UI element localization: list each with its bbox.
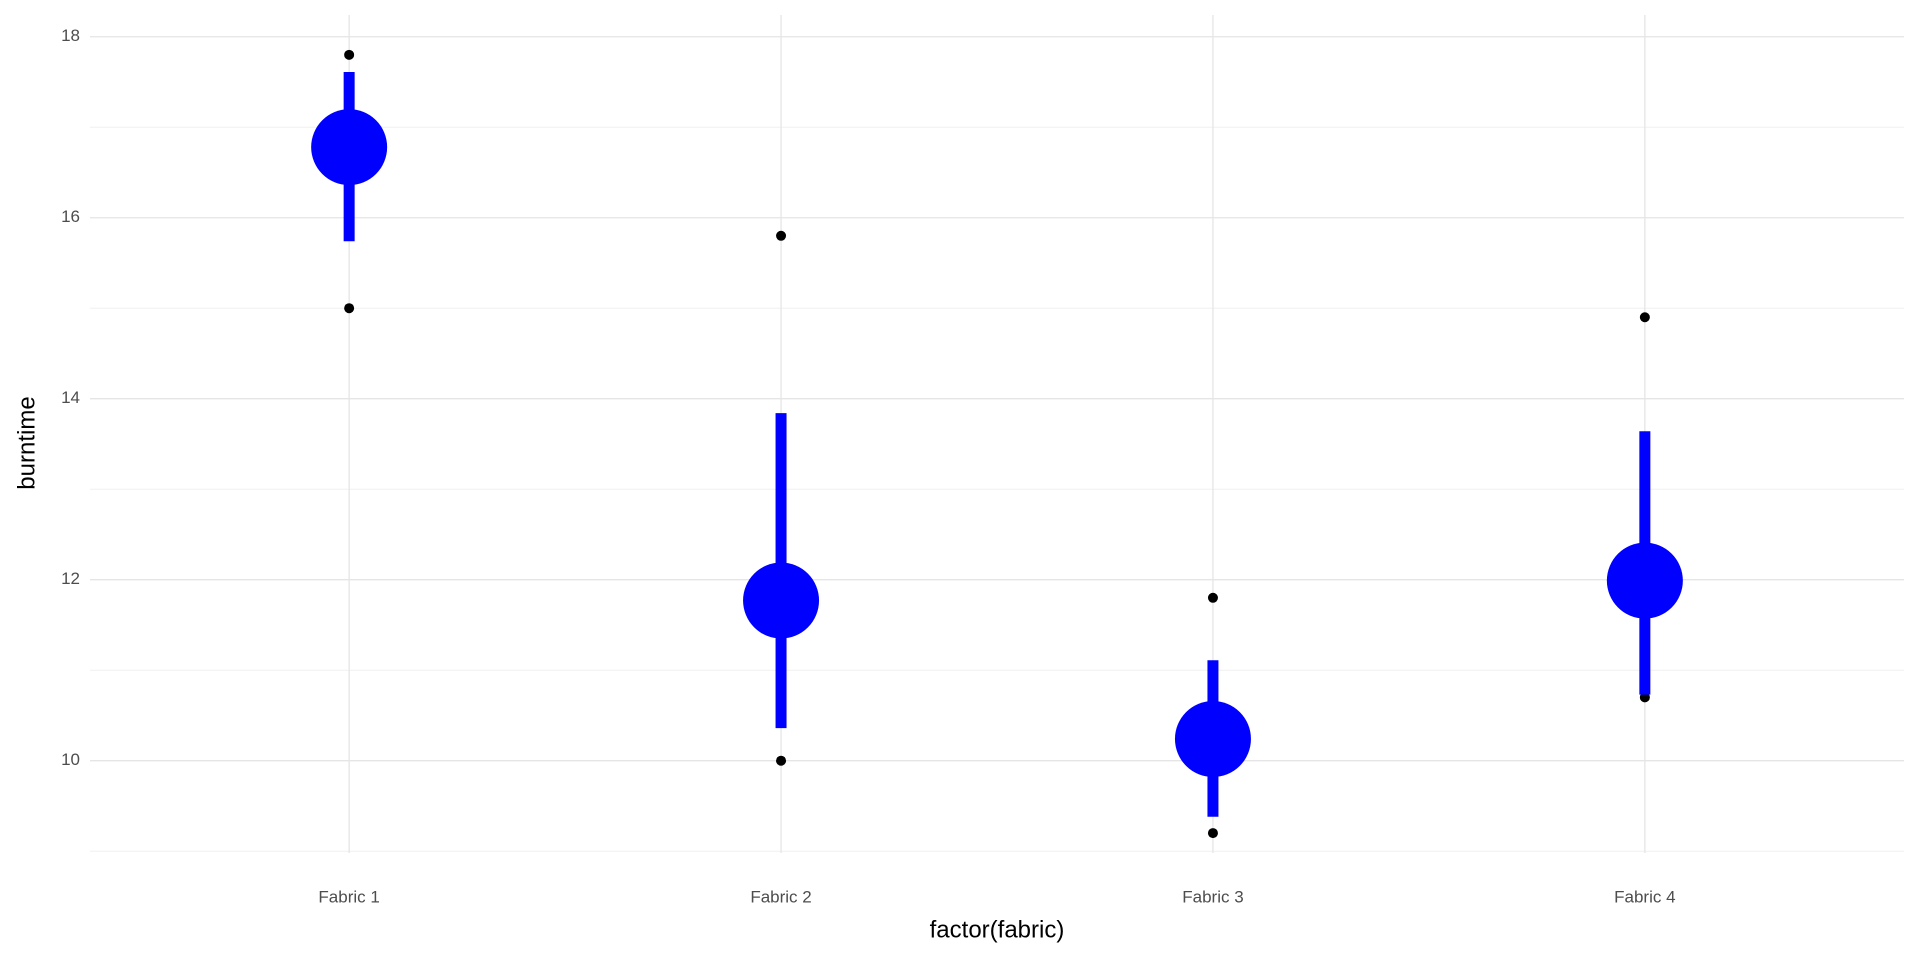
data-point: [344, 303, 355, 314]
y-tick-label: 12: [61, 569, 80, 588]
data-point: [1207, 828, 1218, 839]
mean-point: [1174, 700, 1251, 777]
data-point: [776, 755, 787, 766]
x-axis-title: factor(fabric): [930, 916, 1065, 943]
y-axis-title: burntime: [13, 396, 40, 489]
y-tick-label: 18: [61, 26, 80, 45]
data-point: [344, 49, 355, 60]
y-tick-label: 14: [61, 388, 80, 407]
x-tick-label: Fabric 3: [1182, 887, 1243, 906]
data-point: [1207, 592, 1218, 603]
data-point: [1639, 312, 1650, 323]
x-tick-label: Fabric 2: [750, 887, 811, 906]
data-point: [1639, 692, 1650, 703]
x-tick-label: Fabric 1: [318, 887, 379, 906]
data-point: [776, 230, 787, 241]
mean-point: [1606, 542, 1683, 619]
mean-point: [743, 562, 820, 639]
mean-point: [311, 109, 388, 186]
y-tick-label: 10: [61, 750, 80, 769]
y-tick-label: 16: [61, 207, 80, 226]
x-tick-label: Fabric 4: [1614, 887, 1675, 906]
